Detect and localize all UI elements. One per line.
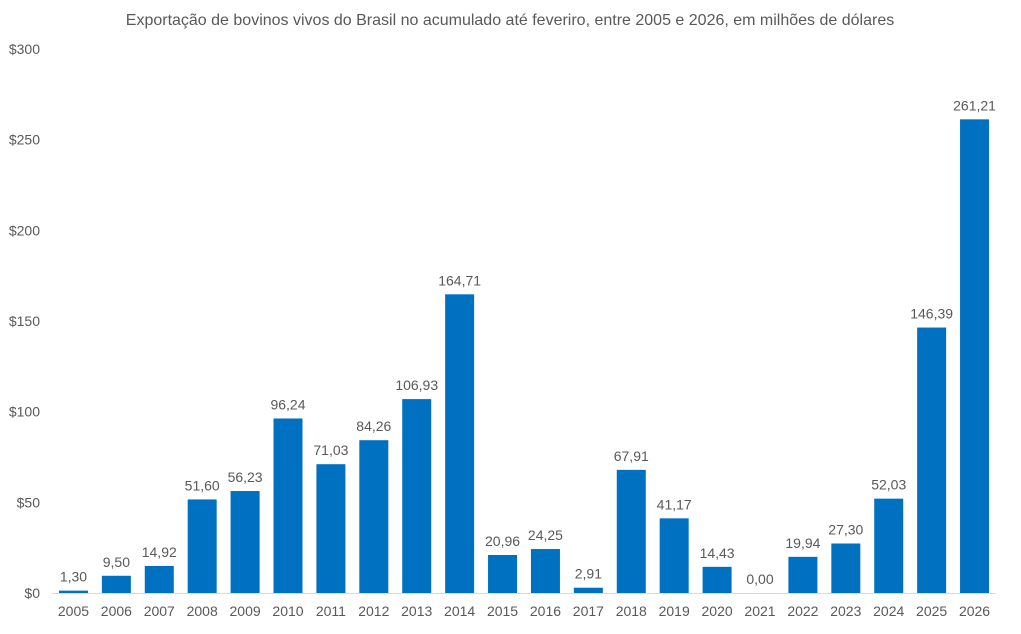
x-tick-label: 2026	[959, 603, 990, 619]
data-label: 261,21	[953, 97, 996, 113]
bar-2018	[616, 469, 646, 593]
data-label: 106,93	[395, 377, 438, 393]
bar-2011	[316, 464, 346, 593]
bar-2020	[702, 566, 732, 593]
data-label: 19,94	[785, 535, 820, 551]
x-tick-label: 2014	[444, 603, 475, 619]
data-label: 9,50	[103, 554, 130, 570]
data-label: 1,30	[60, 569, 87, 585]
bar-2024	[874, 498, 904, 593]
bar-2012	[359, 440, 389, 593]
data-label: 146,39	[910, 306, 953, 322]
data-label: 20,96	[485, 533, 520, 549]
y-tick-label: $0	[24, 585, 40, 601]
data-label: 56,23	[228, 469, 263, 485]
bar-2016	[530, 549, 560, 593]
bar-2025	[917, 327, 947, 593]
bar-2015	[488, 554, 518, 593]
data-label: 2,91	[575, 566, 602, 582]
bar-2017	[573, 587, 603, 593]
bar-2005	[58, 590, 88, 593]
bar-2007	[144, 565, 174, 593]
y-tick-label: $300	[9, 41, 40, 57]
data-label: 14,43	[700, 545, 735, 561]
y-tick-label: $200	[9, 222, 40, 238]
x-tick-label: 2011	[316, 603, 346, 619]
data-label: 67,91	[614, 448, 649, 464]
x-tick-label: 2013	[401, 603, 432, 619]
x-tick-label: 2005	[58, 603, 89, 619]
bar-2006	[101, 575, 131, 593]
chart-title: Exportação de bovinos vivos do Brasil no…	[126, 12, 894, 29]
bar-2023	[831, 543, 861, 593]
x-tick-label: 2024	[873, 603, 904, 619]
bar-2013	[402, 399, 432, 593]
data-label: 24,25	[528, 527, 563, 543]
data-label: 0,00	[746, 571, 773, 587]
bars: 1,30 9,50 14,92 51,60 56,23 96,24 71,03 84,26 10…	[58, 97, 996, 593]
x-tick-label: 2025	[916, 603, 947, 619]
bar-2022	[788, 556, 818, 593]
data-label: 164,71	[438, 272, 481, 288]
x-tick-label: 2018	[616, 603, 647, 619]
data-label: 71,03	[313, 442, 348, 458]
y-tick-label: $150	[9, 313, 40, 329]
x-tick-label: 2012	[358, 603, 389, 619]
x-tick-label: 2007	[144, 603, 175, 619]
bar-2010	[273, 418, 303, 593]
x-tick-label: 2009	[230, 603, 261, 619]
x-tick-label: 2020	[702, 603, 733, 619]
bar-2019	[659, 518, 689, 593]
x-tick-label: 2017	[573, 603, 604, 619]
data-label: 84,26	[356, 418, 391, 434]
x-tick-label: 2006	[101, 603, 132, 619]
x-tick-label: 2008	[187, 603, 218, 619]
data-label: 52,03	[871, 477, 906, 493]
x-tick-label: 2016	[530, 603, 561, 619]
y-tick-label: $250	[9, 132, 40, 148]
bar-2009	[230, 491, 260, 593]
x-tick-label: 2022	[787, 603, 818, 619]
x-tick-label: 2019	[659, 603, 690, 619]
x-tick-label: 2021	[744, 603, 775, 619]
y-tick-label: $50	[17, 494, 41, 510]
data-label: 27,30	[828, 521, 863, 537]
data-label: 41,17	[657, 496, 692, 512]
data-label: 96,24	[270, 396, 305, 412]
x-axis: 2005 2006 2007 2008 2009 2010 2011 2012 2013 2014…	[52, 593, 996, 619]
x-tick-label: 2023	[830, 603, 861, 619]
bar-2008	[187, 499, 217, 593]
data-label: 51,60	[185, 477, 220, 493]
bar-2026	[960, 119, 990, 593]
bar-2014	[445, 294, 475, 593]
y-axis: $0 $50 $100 $150 $200 $250 $300	[9, 41, 40, 601]
x-tick-label: 2010	[272, 603, 303, 619]
x-tick-label: 2015	[487, 603, 518, 619]
data-label: 14,92	[142, 544, 177, 560]
y-tick-label: $100	[9, 404, 40, 420]
